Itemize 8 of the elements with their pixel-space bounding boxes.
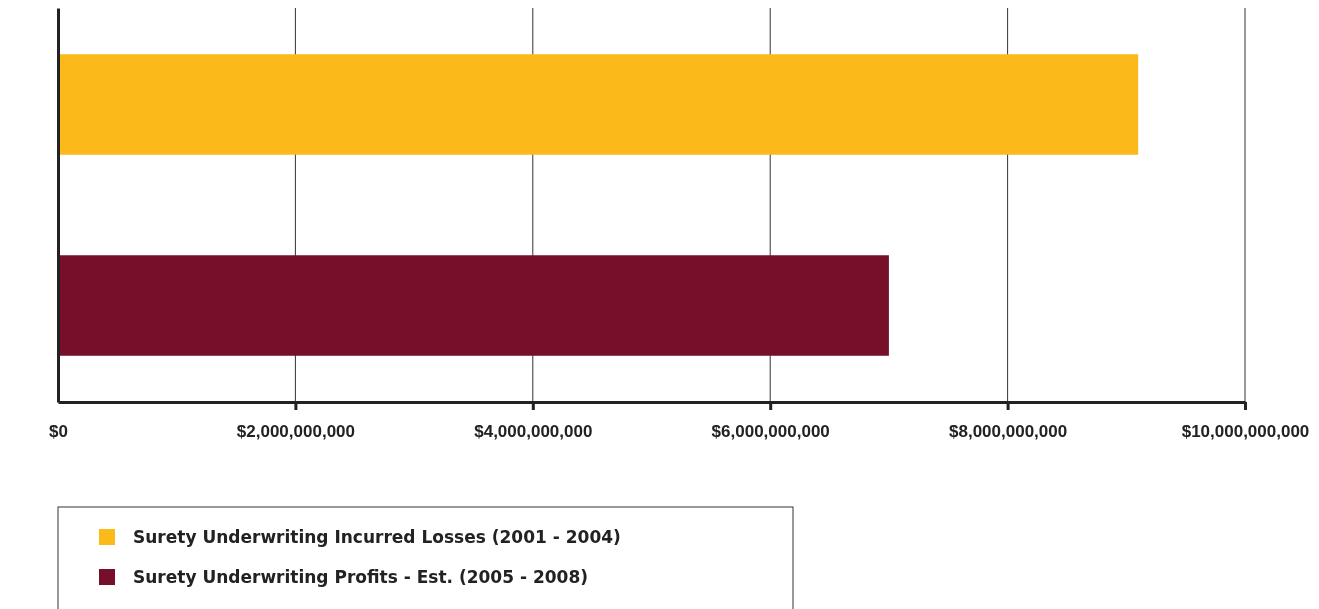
x-tick-label: $4,000,000,000 <box>474 421 593 441</box>
x-tick-label: $2,000,000,000 <box>236 421 355 441</box>
x-tick-label: $0 <box>49 421 68 441</box>
legend-label: Surety Underwriting Profits - Est. (2005 - 2008) <box>133 567 588 587</box>
x-tick-label: $10,000,000,000 <box>1181 421 1310 441</box>
x-tick-label: $6,000,000,000 <box>711 421 830 441</box>
x-tick-label: $8,000,000,000 <box>949 421 1068 441</box>
legend-label: Surety Underwriting Incurred Losses (2001 - 2004) <box>133 527 621 547</box>
